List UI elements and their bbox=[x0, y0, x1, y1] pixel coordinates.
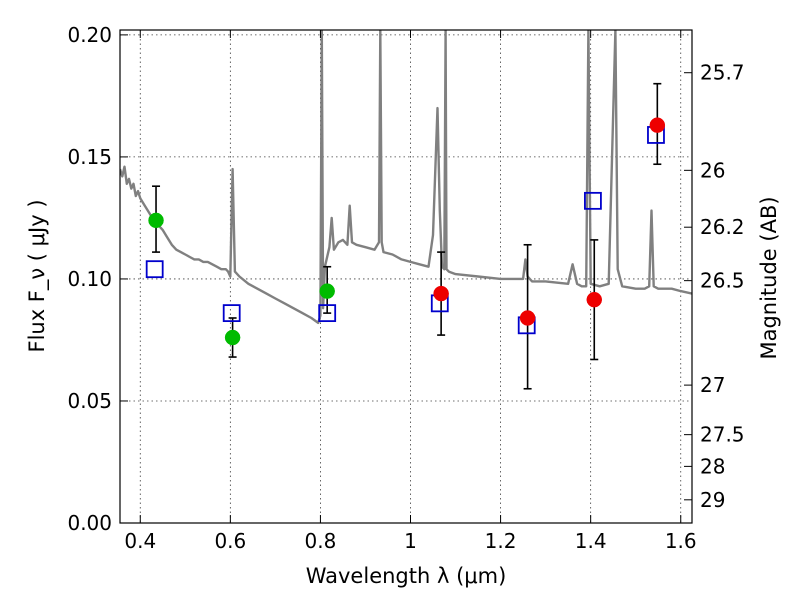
x-tick-label: 1.4 bbox=[575, 529, 607, 553]
y-tick-label: 0.05 bbox=[67, 389, 112, 413]
y-tick-label: 0.00 bbox=[67, 511, 112, 535]
red-data-point bbox=[519, 310, 536, 326]
right-tick-label: 26 bbox=[700, 158, 725, 182]
x-tick-labels: 0.4 0.6 0.8 1 1.2 1.4 1.6 bbox=[124, 529, 696, 553]
plot-frame bbox=[119, 29, 693, 524]
red-data-point bbox=[649, 117, 666, 133]
green-data-point bbox=[148, 212, 164, 229]
right-tick-label: 25.7 bbox=[700, 61, 745, 85]
ticks bbox=[120, 30, 692, 524]
model-photometry-square bbox=[318, 304, 337, 323]
plot-clip-group bbox=[120, 30, 692, 390]
red-data-point bbox=[586, 291, 603, 308]
model-photometry-square bbox=[584, 191, 602, 210]
y-tick-label: 0.15 bbox=[67, 145, 112, 169]
right-tick-label: 26.2 bbox=[700, 215, 745, 239]
y-tick-label: 0.10 bbox=[67, 267, 112, 291]
right-tick-label: 29 bbox=[700, 488, 725, 512]
model-photometry-square bbox=[222, 304, 241, 323]
right-tick-label: 27 bbox=[700, 373, 725, 397]
plot-area bbox=[120, 30, 692, 390]
x-tick-label: 0.8 bbox=[305, 529, 337, 553]
y-axis-label: Flux F_ν ( μJy ) bbox=[25, 199, 50, 352]
green-data-point bbox=[319, 283, 335, 299]
x-axis-label: Wavelength λ (μm) bbox=[306, 564, 507, 588]
x-tick-label: 0.6 bbox=[214, 529, 246, 553]
x-tick-label: 1 bbox=[404, 529, 417, 553]
right-tick-label: 26.5 bbox=[700, 269, 745, 293]
right-tick-label: 28 bbox=[700, 454, 725, 478]
x-tick-label: 1.6 bbox=[665, 529, 697, 553]
green-data-point bbox=[224, 329, 241, 346]
red-data-point bbox=[433, 285, 449, 302]
right-axis-label: Magnitude (AB) bbox=[757, 196, 781, 359]
right-tick-labels: 25.7 26 26.2 26.5 27 27.5 28 29 bbox=[700, 61, 745, 512]
model-spectrum-line bbox=[120, 30, 692, 325]
model-photometry-square bbox=[145, 260, 164, 279]
right-tick-label: 27.5 bbox=[700, 423, 745, 447]
x-tick-label: 0.4 bbox=[124, 529, 156, 553]
x-tick-label: 1.2 bbox=[485, 529, 517, 553]
grid-lines bbox=[120, 30, 692, 524]
y-tick-label: 0.20 bbox=[67, 23, 112, 47]
y-tick-labels: 0.00 0.05 0.10 0.15 0.20 bbox=[67, 23, 112, 535]
